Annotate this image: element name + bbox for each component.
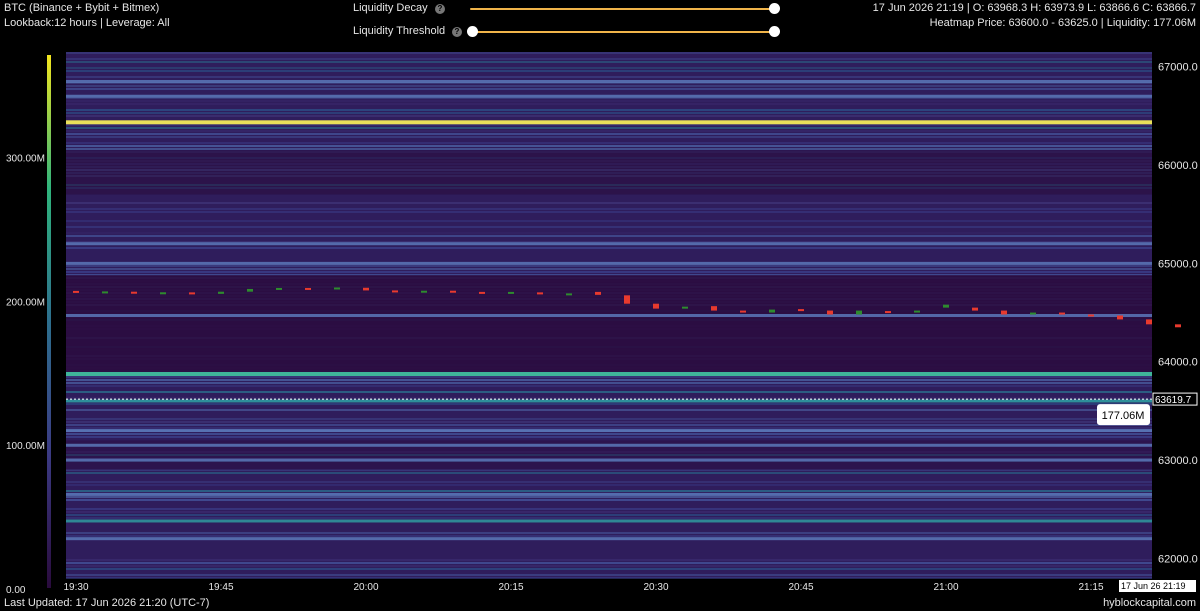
liquidity-tick-label: 0.00: [6, 585, 26, 596]
candle: [1030, 312, 1036, 315]
time-tick-label: 19:30: [63, 582, 88, 593]
candle: [421, 290, 427, 293]
crosshair-price-label: 63619.7: [1155, 395, 1192, 406]
time-tick-label: 20:30: [643, 582, 668, 593]
candle: [711, 306, 717, 311]
liquidity-tooltip-box: [1097, 404, 1150, 426]
candle: [740, 310, 746, 313]
liquidity-band: [66, 79, 1152, 83]
candle: [102, 291, 108, 294]
candle: [131, 291, 137, 294]
symbol-title: BTC (Binance + Bybit + Bitmex): [4, 2, 160, 14]
liquidity-decay-knob[interactable]: [769, 3, 780, 14]
candle: [885, 311, 891, 314]
liquidity-band: [66, 492, 1152, 496]
candle: [218, 291, 224, 294]
candle: [1088, 314, 1094, 317]
liquidity-tick-label: 300.00M: [6, 154, 45, 165]
candle: [856, 310, 862, 315]
time-end-label: 17 Jun 26 21:19: [1121, 581, 1186, 591]
candle: [769, 309, 775, 313]
time-tick-label: 20:15: [498, 582, 523, 593]
price-tick-label: 66000.0: [1158, 160, 1198, 172]
time-tick-label: 19:45: [208, 582, 233, 593]
liquidity-band: [66, 313, 1152, 317]
price-tick-label: 62000.0: [1158, 553, 1198, 565]
candle: [1001, 310, 1007, 315]
crosshair-price-box: [1152, 392, 1198, 406]
last-updated-text: Last Updated: 17 Jun 2026 21:20 (UTC-7): [4, 597, 210, 609]
liquidity-band: [66, 371, 1152, 376]
candle: [276, 287, 282, 290]
price-tick-label: 63000.0: [1158, 455, 1198, 467]
liquidity-band: [66, 458, 1152, 462]
candle: [73, 290, 79, 293]
candle: [537, 292, 543, 295]
candle: [334, 287, 340, 290]
candle: [1117, 315, 1123, 320]
ohlc-readout: 17 Jun 2026 21:19 | O: 63968.3 H: 63973.…: [872, 2, 1196, 14]
candle: [682, 306, 688, 309]
candle: [450, 290, 456, 293]
time-end-box: [1119, 580, 1196, 592]
candle: [972, 307, 978, 311]
price-tick-label: 67000.0: [1158, 62, 1198, 74]
candle: [508, 291, 514, 294]
liquidity-colorbar: [47, 55, 51, 588]
candle: [479, 291, 485, 294]
time-tick-label: 20:00: [353, 582, 378, 593]
time-tick-label: 20:45: [788, 582, 813, 593]
candle: [1059, 312, 1065, 315]
heatmap-info-readout: Heatmap Price: 63600.0 - 63625.0 | Liqui…: [929, 17, 1196, 29]
candle: [566, 293, 572, 296]
lookback-subtitle: Lookback:12 hours | Leverage: All: [4, 17, 170, 29]
threshold-help-icon[interactable]: ?: [452, 27, 462, 37]
candle: [1175, 324, 1181, 328]
time-tick-label: 21:00: [933, 582, 958, 593]
liquidity-tick-label: 200.00M: [6, 297, 45, 308]
candle: [798, 309, 804, 312]
liquidity-tooltip-label: 177.06M: [1102, 410, 1145, 422]
brand-link[interactable]: hyblockcapital.com: [1103, 597, 1196, 609]
candle: [624, 295, 630, 304]
candle: [827, 310, 833, 315]
threshold-min-knob[interactable]: [467, 26, 478, 37]
candle: [1146, 319, 1152, 325]
liquidity-band: [66, 537, 1152, 541]
liquidity-decay-slider[interactable]: [470, 8, 774, 10]
candle: [943, 304, 949, 308]
candle: [247, 288, 253, 292]
liquidity-band: [66, 120, 1152, 125]
liquidity-threshold-label: Liquidity Threshold: [353, 25, 446, 37]
price-tick-label: 65000.0: [1158, 258, 1198, 270]
time-tick-label: 21:15: [1078, 582, 1103, 593]
candle: [392, 290, 398, 293]
candle: [914, 310, 920, 313]
candle: [653, 303, 659, 309]
decay-help-icon[interactable]: ?: [435, 4, 445, 14]
liquidity-decay-label: Liquidity Decay: [353, 2, 428, 14]
price-tick-label: 64000.0: [1158, 357, 1198, 369]
candle: [595, 291, 601, 295]
liquidity-band: [66, 443, 1152, 447]
liquidity-band: [66, 399, 1152, 403]
threshold-max-knob[interactable]: [769, 26, 780, 37]
liquidity-band: [66, 261, 1152, 265]
liquidity-threshold-slider[interactable]: [472, 31, 774, 33]
liquidity-band: [66, 429, 1152, 433]
liquidity-band: [66, 242, 1152, 246]
candle: [160, 292, 166, 295]
liquidity-band: [66, 519, 1152, 523]
liquidity-tick-label: 100.00M: [6, 441, 45, 452]
candle: [363, 287, 369, 291]
liquidity-band: [66, 94, 1152, 98]
candle: [305, 287, 311, 290]
candle: [189, 292, 195, 295]
